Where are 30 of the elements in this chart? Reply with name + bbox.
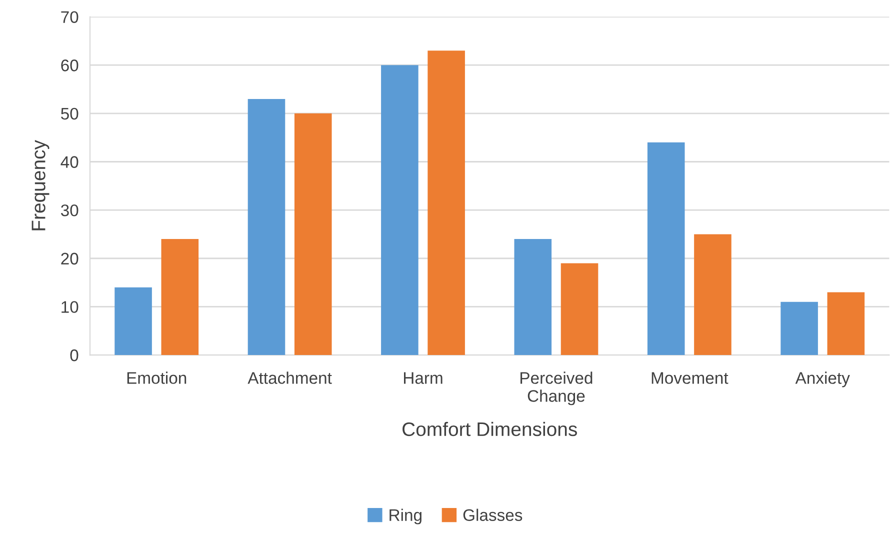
y-tick-label: 60 <box>61 60 78 72</box>
x-tick-label: Anxiety <box>795 372 850 388</box>
bar <box>294 113 332 356</box>
y-tick-label: 30 <box>60 204 78 216</box>
y-tick-label: 10 <box>62 301 78 313</box>
x-axis-title: Comfort Dimensions <box>402 422 577 436</box>
bar <box>647 142 685 356</box>
bar <box>694 234 732 356</box>
bar <box>514 239 552 356</box>
x-tick-label: Harm <box>404 372 442 384</box>
y-tick-label: 70 <box>61 11 78 24</box>
y-axis-title: Frequency <box>32 140 50 230</box>
bar <box>161 239 199 356</box>
x-tick-label: Attachment <box>248 372 332 384</box>
bar <box>114 287 152 356</box>
y-tick-label: 40 <box>60 156 78 168</box>
x-tick-label: Emotion <box>127 372 186 384</box>
bar <box>827 292 865 356</box>
legend-label: Glasses <box>463 508 522 521</box>
y-tick-label: 0 <box>70 349 78 362</box>
bar <box>248 98 286 356</box>
legend-label: Ring <box>390 508 422 524</box>
bar <box>560 263 598 356</box>
bar <box>381 65 418 356</box>
x-tick-label: Perceived Change <box>520 372 592 406</box>
y-tick-label: 20 <box>61 252 78 265</box>
bar <box>780 302 818 356</box>
x-tick-label: Movement <box>652 372 728 384</box>
y-tick-label: 50 <box>61 108 78 120</box>
bar <box>428 50 465 356</box>
